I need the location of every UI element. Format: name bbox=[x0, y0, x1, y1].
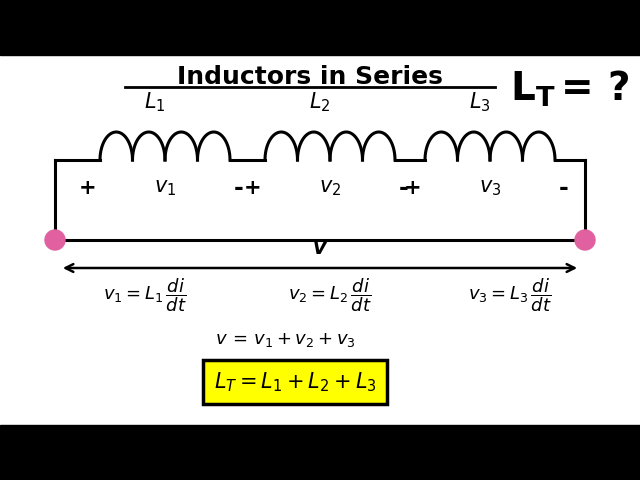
Text: +: + bbox=[403, 178, 421, 198]
Text: $v_3$: $v_3$ bbox=[479, 178, 501, 198]
Text: Inductors in Series: Inductors in Series bbox=[177, 65, 443, 89]
Text: $v_2$: $v_2$ bbox=[319, 178, 341, 198]
Text: $v\, =\, v_1 + v_2 + v_3$: $v\, =\, v_1 + v_2 + v_3$ bbox=[214, 331, 355, 349]
Text: +: + bbox=[78, 178, 96, 198]
Text: $\mathbf{L_T}$: $\mathbf{L_T}$ bbox=[510, 70, 556, 109]
Text: $v_1$: $v_1$ bbox=[154, 178, 176, 198]
Text: $L_T = L_1 + L_2 + L_3$: $L_T = L_1 + L_2 + L_3$ bbox=[214, 370, 376, 394]
Text: $L_1$: $L_1$ bbox=[144, 90, 166, 114]
Text: -: - bbox=[559, 176, 569, 200]
Circle shape bbox=[45, 230, 65, 250]
Text: v: v bbox=[313, 238, 327, 258]
Text: $v_3 = L_3\,\dfrac{di}{dt}$: $v_3 = L_3\,\dfrac{di}{dt}$ bbox=[468, 276, 552, 314]
Text: -: - bbox=[399, 176, 409, 200]
Text: $L_3$: $L_3$ bbox=[469, 90, 491, 114]
Text: $\mathbf{=\,?}$: $\mathbf{=\,?}$ bbox=[553, 70, 629, 108]
Text: $v_2 = L_2\,\dfrac{di}{dt}$: $v_2 = L_2\,\dfrac{di}{dt}$ bbox=[288, 276, 372, 314]
Text: $v_1 = L_1\,\dfrac{di}{dt}$: $v_1 = L_1\,\dfrac{di}{dt}$ bbox=[103, 276, 187, 314]
Text: -: - bbox=[234, 176, 244, 200]
Text: +: + bbox=[243, 178, 261, 198]
Text: $L_2$: $L_2$ bbox=[309, 90, 331, 114]
Circle shape bbox=[575, 230, 595, 250]
